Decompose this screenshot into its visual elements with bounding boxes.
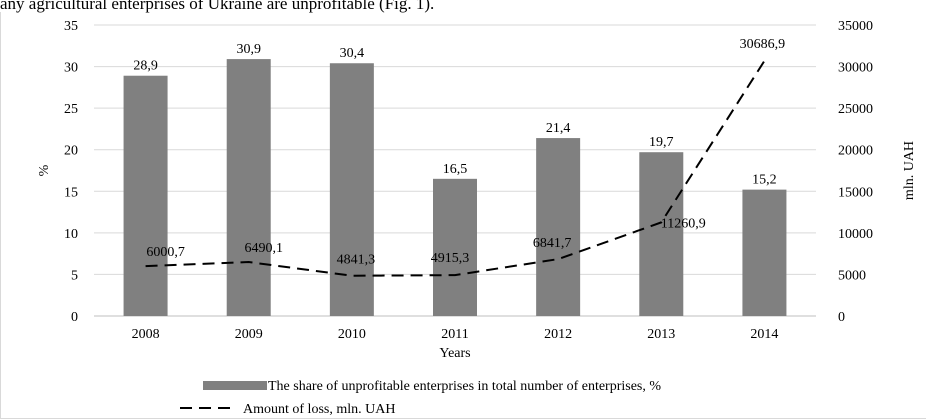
x-tick-label: 2013 — [647, 327, 675, 342]
y-tick-label-right: 20000 — [838, 144, 873, 159]
bar-data-label: 30,9 — [236, 42, 261, 57]
line-data-label: 6841,7 — [533, 236, 572, 251]
bar-data-label: 28,9 — [133, 59, 158, 74]
x-tick-label: 2014 — [750, 327, 778, 342]
bar — [433, 178, 477, 316]
y-tick-label-right: 25000 — [838, 102, 873, 117]
line-data-label: 6490,1 — [244, 241, 283, 256]
bar — [329, 63, 374, 317]
bar — [639, 152, 684, 316]
y-tick-label-right: 35000 — [838, 19, 873, 34]
x-axis-title: Years — [439, 346, 470, 361]
x-tick-label: 2011 — [441, 327, 468, 342]
y-tick-label-right: 15000 — [838, 185, 873, 200]
y-tick-label-right: 0 — [838, 310, 845, 325]
bar — [226, 59, 271, 317]
y-tick-label-left: 35 — [64, 19, 78, 34]
y-axis-title-left: % — [37, 164, 52, 176]
bar-data-label: 19,7 — [649, 135, 674, 150]
line-data-label: 30686,9 — [740, 37, 786, 52]
bar — [742, 189, 787, 316]
axes: 0 5 10 15 20 25 30 35 0 5000 10000 15000 20000 25000 3… — [64, 19, 873, 342]
legend-bar-label: The share of unprofitable enterprises in… — [268, 379, 661, 394]
bar-data-label: 30,4 — [340, 46, 365, 61]
y-tick-label-left: 15 — [64, 185, 78, 200]
y-tick-label-left: 5 — [71, 268, 78, 283]
x-tick-label: 2012 — [544, 327, 572, 342]
line-series — [145, 60, 766, 277]
bar-data-label: 15,2 — [752, 173, 777, 188]
loss-line — [145, 60, 766, 277]
line-data-label: 11260,9 — [661, 216, 706, 231]
y-tick-label-right: 30000 — [838, 61, 873, 76]
y-axis-title-right: mln. UAH — [902, 141, 917, 200]
bar-series — [123, 59, 787, 317]
line-data-label: 4841,3 — [337, 253, 376, 268]
y-tick-label-left: 0 — [71, 310, 78, 325]
y-tick-label-left: 30 — [64, 61, 78, 76]
y-tick-label-left: 10 — [64, 227, 78, 242]
line-data-label: 6000,7 — [146, 245, 185, 260]
bar-data-label: 21,4 — [546, 121, 571, 136]
y-tick-label-left: 20 — [64, 144, 78, 159]
bar — [536, 138, 581, 316]
legend: The share of unprofitable enterprises in… — [180, 379, 661, 417]
caption-text: any agricultural enterprises of Ukraine … — [0, 0, 435, 13]
bar-data-label: 16,5 — [443, 162, 468, 177]
x-tick-label: 2009 — [235, 327, 263, 342]
bar — [123, 75, 168, 317]
x-tick-label: 2010 — [338, 327, 366, 342]
legend-bar-swatch — [203, 381, 267, 390]
y-tick-label-left: 25 — [64, 102, 78, 117]
legend-line-label: Amount of loss, mln. UAH — [243, 402, 395, 417]
gridlines — [94, 24, 816, 317]
y-tick-label-right: 5000 — [838, 268, 866, 283]
y-tick-label-right: 10000 — [838, 227, 873, 242]
line-data-label: 4915,3 — [431, 251, 470, 266]
data-labels: 28,9 30,9 30,4 16,5 21,4 19,7 15,2 6000,7 6490,1… — [133, 37, 785, 268]
x-tick-label: 2008 — [132, 327, 160, 342]
